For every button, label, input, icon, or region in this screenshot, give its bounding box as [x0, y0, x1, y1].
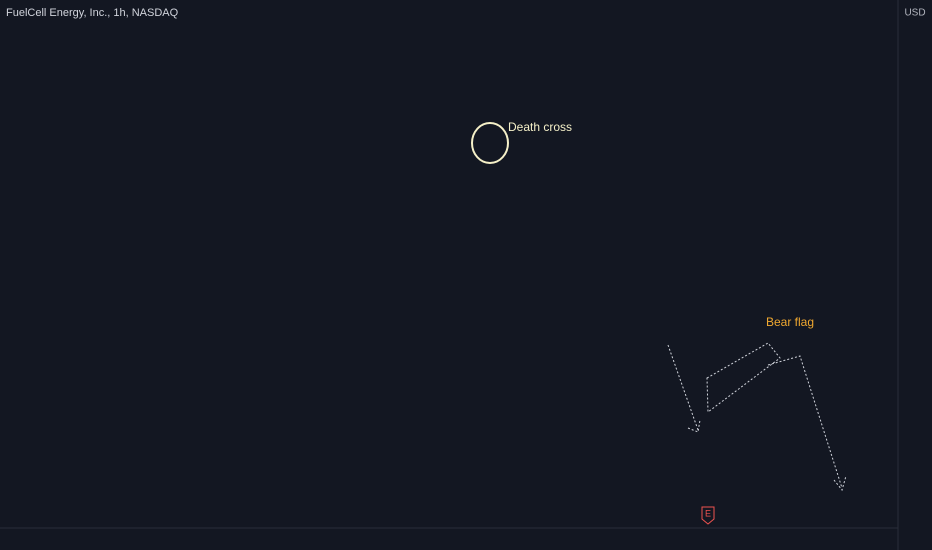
chart-title: FuelCell Energy, Inc., 1h, NASDAQ [6, 7, 179, 19]
earnings-label: E [705, 508, 711, 518]
currency: USD [904, 8, 925, 19]
bear-flag-label: Bear flag [766, 315, 814, 329]
target-arrow [767, 355, 843, 489]
flag-channel [706, 342, 781, 413]
pole-arrow [667, 344, 699, 431]
earnings-marker [701, 506, 715, 525]
death-cross-label: Death cross [508, 120, 572, 134]
arrow-head [833, 475, 847, 492]
death-cross-circle [471, 122, 509, 164]
